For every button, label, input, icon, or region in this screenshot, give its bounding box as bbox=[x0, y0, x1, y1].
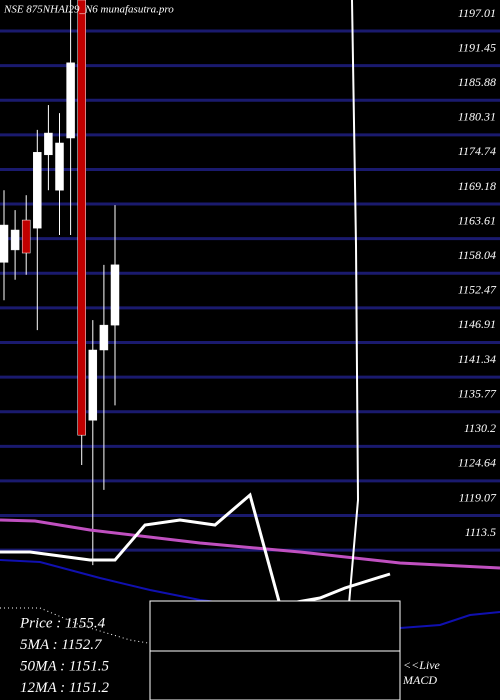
info-panel: Price : 1155.4 5MA : 1152.7 50MA : 1151.5 1… bbox=[19, 615, 441, 696]
y-tick-label: 1119.07 bbox=[459, 490, 497, 504]
y-tick-label: 1141.34 bbox=[458, 352, 496, 366]
candle-body bbox=[77, 0, 86, 436]
candle-body bbox=[110, 264, 120, 326]
candle-body bbox=[88, 349, 98, 421]
y-tick-label: 1135.77 bbox=[458, 386, 497, 400]
y-tick-label: 1146.91 bbox=[458, 317, 496, 331]
y-tick-label: 1158.04 bbox=[458, 248, 496, 262]
candle-body bbox=[55, 142, 64, 191]
macd-label: MACD bbox=[402, 673, 437, 687]
y-tick-label: 1113.5 bbox=[465, 525, 496, 539]
info-text: 5MA : 1152.7 bbox=[20, 637, 103, 653]
y-tick-label: 1191.45 bbox=[458, 40, 496, 54]
y-tick-label: 1124.64 bbox=[458, 456, 496, 470]
candle-body bbox=[33, 152, 42, 229]
candle-body bbox=[66, 62, 75, 139]
y-tick-label: 1163.61 bbox=[458, 213, 496, 227]
info-text: 50MA : 1151.5 bbox=[20, 658, 110, 674]
candle-body bbox=[99, 324, 109, 351]
y-tick-label: 1180.31 bbox=[458, 110, 496, 124]
candle-body bbox=[21, 219, 31, 254]
info-text: Price : 1155.4 bbox=[19, 615, 106, 631]
candle-body bbox=[10, 229, 20, 251]
y-tick-label: 1130.2 bbox=[464, 421, 496, 435]
y-tick-label: 1152.47 bbox=[458, 283, 497, 297]
chart-title: NSE 875NHAI29_N6 munafasutra.pro bbox=[3, 4, 174, 16]
candle-body bbox=[44, 132, 53, 156]
macd-line bbox=[0, 492, 391, 607]
candle-body bbox=[0, 224, 9, 263]
y-tick-label: 1197.01 bbox=[458, 6, 496, 20]
info-text: 12MA : 1151.2 bbox=[20, 680, 110, 696]
y-tick-label: 1185.88 bbox=[458, 75, 496, 89]
signal-line bbox=[344, 0, 360, 651]
ma-line-pink bbox=[0, 518, 500, 570]
macd-label: <<Live bbox=[403, 658, 441, 672]
indicator-lines bbox=[0, 0, 500, 651]
y-tick-label: 1174.74 bbox=[458, 144, 496, 158]
y-tick-label: 1169.18 bbox=[458, 179, 496, 193]
